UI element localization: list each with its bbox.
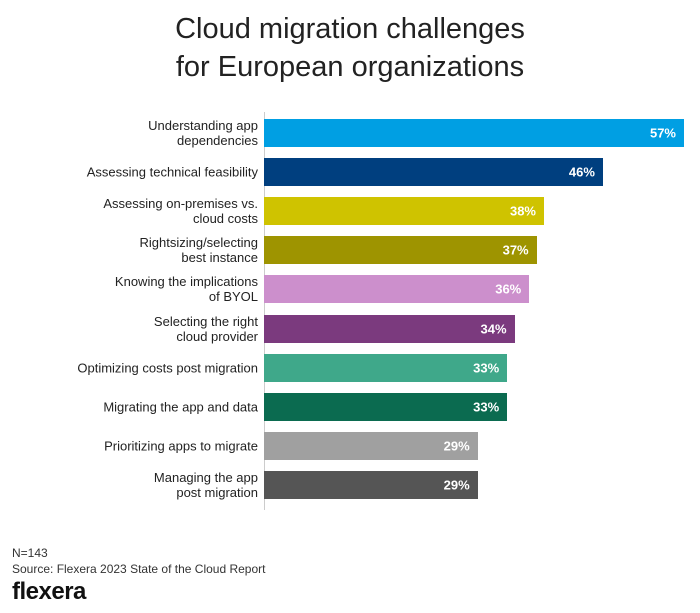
bar	[264, 392, 508, 421]
note: N=143	[12, 546, 48, 560]
value-label: 29%	[443, 438, 470, 454]
category-label: Prioritizing apps to migrate	[104, 438, 258, 454]
bar	[264, 275, 530, 304]
bar	[264, 197, 544, 226]
category-label: Selecting the right cloud provider	[153, 313, 258, 344]
category-label: Assessing technical feasibility	[86, 164, 258, 180]
logo: flexera	[12, 578, 86, 605]
category-label: Knowing the implications of BYOL	[114, 274, 258, 305]
value-label: 33%	[473, 399, 500, 415]
value-label: 34%	[480, 321, 507, 336]
bar	[264, 314, 515, 343]
value-label: 36%	[495, 281, 522, 297]
value-label: 38%	[509, 203, 536, 219]
source: Source: Flexera 2023 State of the Cloud …	[12, 562, 266, 576]
value-label: 29%	[443, 477, 470, 493]
category-label: Rightsizing/selecting best instance	[139, 235, 258, 266]
category-label: Managing the app post migration	[153, 469, 258, 500]
category-label: Assessing on-premises vs. cloud costs	[103, 196, 258, 227]
bar	[264, 431, 478, 460]
value-label: 46%	[568, 164, 595, 180]
bar	[264, 353, 508, 382]
chart-title: Cloud migration challenges for European …	[175, 13, 525, 83]
bar	[264, 470, 478, 499]
category-label: Migrating the app and data	[103, 399, 258, 415]
value-label: 37%	[502, 242, 529, 258]
bar	[264, 236, 537, 265]
value-label: 33%	[473, 360, 500, 376]
value-label: 57%	[649, 125, 676, 141]
category-label: Optimizing costs post migration	[77, 360, 258, 376]
bar	[264, 158, 603, 187]
category-label: Understanding app dependencies	[148, 118, 258, 148]
baseline	[264, 112, 265, 510]
bar	[264, 119, 684, 147]
